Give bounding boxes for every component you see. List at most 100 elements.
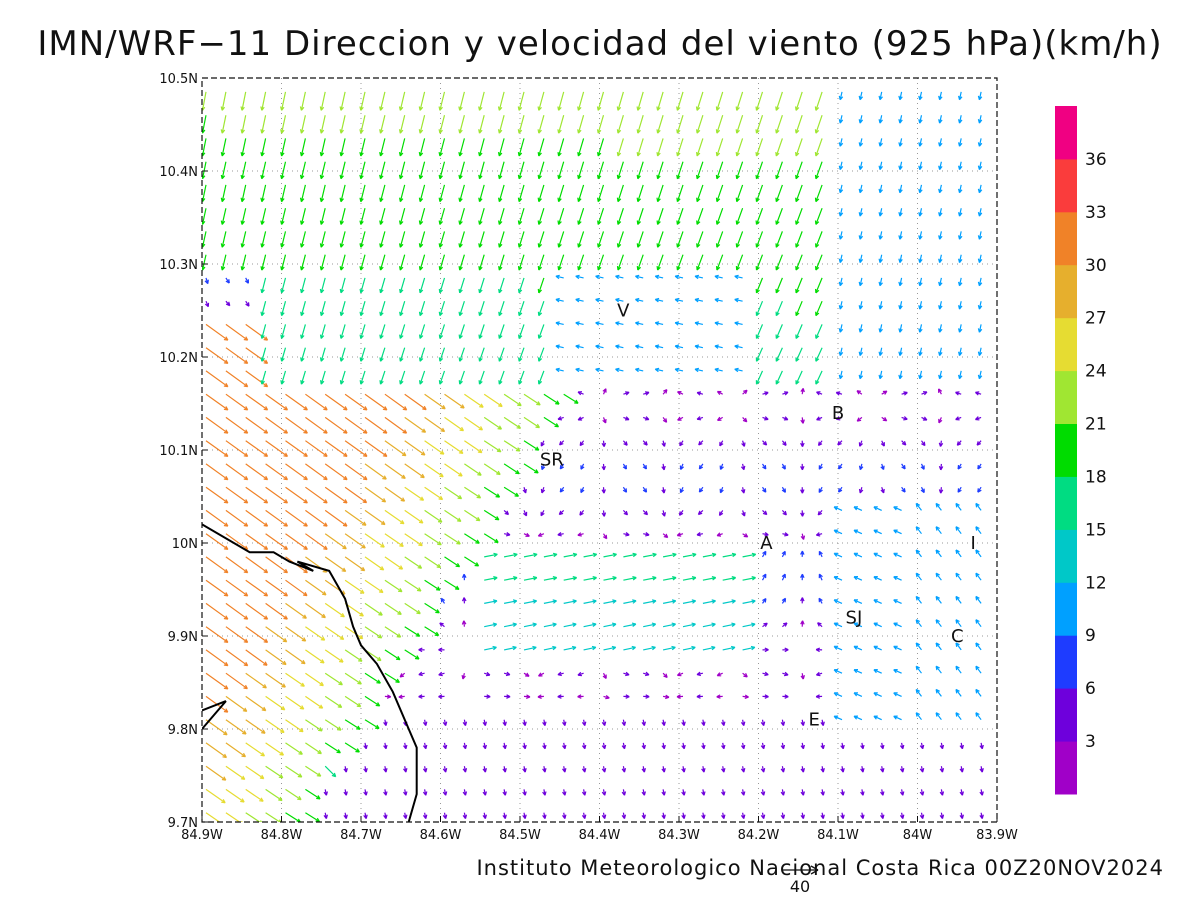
wind-arrow [245, 649, 268, 666]
wind-arrow [955, 619, 962, 628]
wind-arrow [424, 579, 441, 591]
wind-arrow [225, 765, 246, 780]
wind-arrow [577, 231, 585, 248]
wind-arrow [422, 719, 428, 726]
wind-arrow [444, 486, 463, 500]
wind-arrow [955, 416, 962, 421]
wind-arrow [919, 766, 925, 773]
colorbar-label: 36 [1085, 150, 1107, 170]
wind-arrow [601, 766, 607, 773]
wind-arrow [260, 277, 267, 294]
wind-arrow [975, 642, 982, 651]
wind-arrow [873, 552, 882, 558]
wind-arrow [240, 208, 247, 225]
wind-arrow [523, 576, 538, 581]
wind-arrow [674, 321, 684, 326]
wind-arrow [674, 297, 684, 303]
wind-arrow [918, 161, 923, 170]
wind-arrow [245, 626, 269, 643]
wind-arrow [623, 599, 637, 604]
wind-arrow [816, 416, 823, 421]
wind-arrow [662, 552, 677, 558]
wind-arrow [498, 370, 505, 385]
wind-arrow [498, 347, 505, 362]
wind-arrow [364, 602, 383, 616]
wind-arrow [679, 486, 684, 494]
wind-arrow [265, 509, 289, 527]
wind-arrow [815, 324, 823, 339]
wind-arrow [597, 254, 605, 271]
wind-arrow [782, 416, 789, 421]
wind-arrow [722, 645, 736, 651]
wind-arrow [399, 254, 406, 271]
wind-arrow [817, 510, 823, 516]
wind-arrow [444, 463, 463, 477]
wind-arrow [478, 115, 485, 134]
wind-arrow [517, 208, 525, 225]
wind-arrow [838, 115, 844, 124]
wind-arrow [359, 324, 366, 339]
wind-arrow [833, 645, 843, 651]
wind-arrow [523, 463, 539, 474]
wind-arrow [260, 208, 267, 225]
wind-arrow [955, 642, 962, 651]
wind-arrow [245, 509, 269, 527]
wind-arrow [939, 812, 945, 819]
wind-arrow [975, 595, 982, 604]
wind-arrow [938, 417, 943, 424]
wind-arrow [681, 719, 686, 726]
wind-arrow [656, 138, 664, 157]
wind-arrow [359, 184, 366, 203]
wind-arrow [399, 208, 406, 225]
wind-arrow [958, 231, 963, 240]
wind-arrow [464, 440, 483, 454]
wind-arrow [696, 231, 704, 248]
wind-arrow [818, 573, 823, 581]
wind-arrow [424, 416, 446, 433]
wind-arrow [540, 463, 546, 471]
wind-arrow [755, 370, 764, 385]
colorbar-swatch [1055, 635, 1077, 689]
wind-arrow [225, 463, 249, 481]
wind-arrow [681, 742, 686, 750]
wind-arrow [880, 766, 885, 773]
wind-arrow [577, 532, 584, 537]
wind-arrow [755, 207, 764, 225]
wind-arrow [955, 391, 962, 396]
wind-arrow [339, 254, 346, 271]
wind-arrow [636, 115, 644, 134]
wind-arrow [800, 620, 805, 627]
wind-arrow [815, 254, 823, 271]
x-tick-label: 84.9W [181, 828, 223, 843]
wind-arrow [815, 347, 823, 362]
wind-arrow [820, 766, 825, 773]
wind-arrow [522, 789, 527, 796]
wind-arrow [225, 742, 247, 758]
wind-arrow [977, 463, 982, 470]
wind-arrow [482, 742, 487, 750]
wind-arrow [280, 161, 287, 180]
wind-arrow [815, 231, 823, 248]
wind-arrow [795, 184, 803, 203]
wind-arrow [503, 416, 522, 429]
wind-arrow [898, 324, 903, 333]
wind-arrow [601, 510, 607, 517]
wind-arrow [858, 324, 864, 333]
wind-arrow [398, 138, 406, 157]
wind-arrow [623, 532, 630, 537]
wind-arrow [781, 440, 787, 446]
wind-arrow [442, 789, 448, 796]
wind-arrow [343, 789, 348, 796]
wind-arrow [880, 812, 885, 819]
wind-arrow [364, 416, 388, 434]
wind-arrow [280, 208, 287, 225]
wind-arrow [755, 91, 764, 111]
wind-arrow [956, 440, 962, 446]
wind-arrow [918, 301, 923, 310]
wind-arrow [339, 184, 346, 203]
wind-arrow [939, 766, 945, 773]
wind-arrow [225, 416, 249, 434]
wind-arrow [661, 789, 666, 796]
wind-arrow [403, 742, 408, 750]
wind-arrow [676, 184, 684, 203]
